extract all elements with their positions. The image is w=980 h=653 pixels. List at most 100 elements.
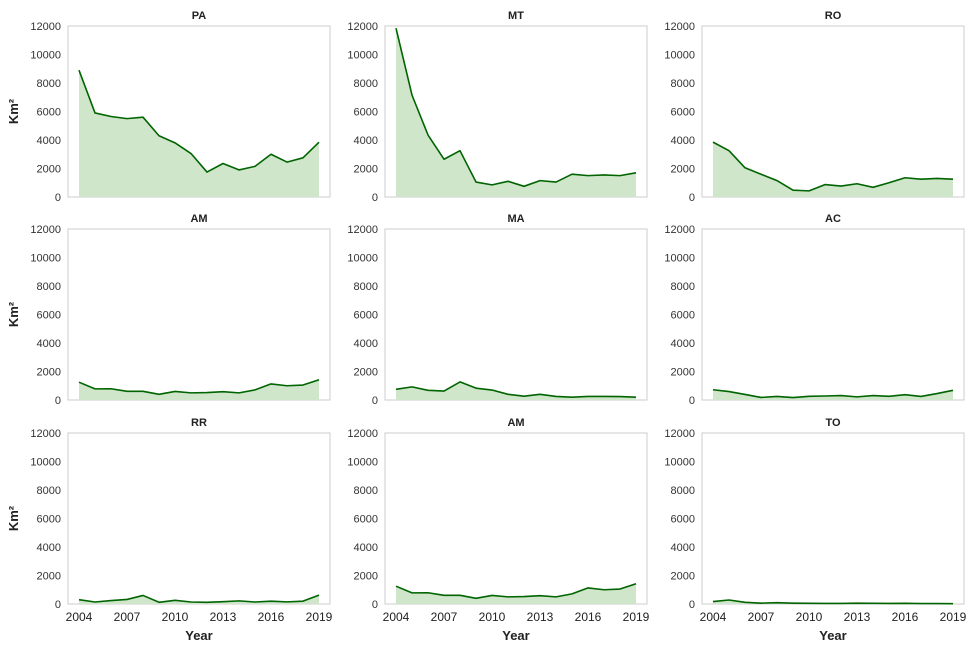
panel-6-ytick-4000: 4000 — [671, 338, 695, 350]
panel-8-xlabel: Year — [502, 628, 529, 643]
panel-5-ytick-8000: 8000 — [354, 281, 378, 293]
panel-7-ylabel: Km² — [6, 505, 21, 531]
panel-5-ytick-12000: 12000 — [347, 224, 378, 236]
panel-3-ytick-4000: 4000 — [671, 135, 695, 147]
panel-4-ytick-4000: 4000 — [37, 338, 61, 350]
panel-9-xtick-2019: 2019 — [940, 610, 967, 624]
panel-7-xlabel: Year — [185, 628, 212, 643]
panel-2-ytick-8000: 8000 — [354, 78, 378, 90]
panel-8-area — [396, 583, 636, 604]
panel-5-ytick-0: 0 — [372, 395, 378, 407]
panel-7-title: RR — [191, 417, 207, 429]
panel-7-xtick-2013: 2013 — [210, 610, 237, 624]
panel-7-ytick-8000: 8000 — [37, 485, 61, 497]
panel-6-title: AC — [825, 213, 841, 225]
panel-3-series-line — [712, 141, 954, 192]
panel-4-series-line — [78, 379, 320, 396]
panel-7-ytick-0: 0 — [55, 599, 61, 611]
panel-5-ytick-6000: 6000 — [354, 310, 378, 322]
panel-9-xtick-2007: 2007 — [748, 610, 775, 624]
panel-9-title: TO — [825, 417, 841, 429]
panel-3-ytick-6000: 6000 — [671, 107, 695, 119]
panel-7-xtick-2019: 2019 — [306, 610, 333, 624]
panel-9-ytick-2000: 2000 — [671, 571, 695, 583]
panel-4-frame — [67, 228, 331, 401]
panel-1-ytick-8000: 8000 — [37, 78, 61, 90]
panel-1-ytick-12000: 12000 — [30, 21, 61, 33]
panel-8-ytick-0: 0 — [372, 599, 378, 611]
panel-1-ytick-2000: 2000 — [37, 164, 61, 176]
panel-9-ytick-10000: 10000 — [664, 457, 695, 469]
panel-9-ytick-6000: 6000 — [671, 514, 695, 526]
panel-4-area — [79, 379, 319, 400]
panel-4-ytick-0: 0 — [55, 395, 61, 407]
panel-8-ytick-2000: 2000 — [354, 571, 378, 583]
panel-7-xtick-2010: 2010 — [162, 610, 189, 624]
panel-2-ytick-12000: 12000 — [347, 21, 378, 33]
panel-9-ytick-0: 0 — [689, 599, 695, 611]
panel-8-xtick-2010: 2010 — [479, 610, 506, 624]
panel-7-xtick-2004: 2004 — [66, 610, 93, 624]
panel-8-ytick-6000: 6000 — [354, 514, 378, 526]
panel-7-ytick-4000: 4000 — [37, 542, 61, 554]
panel-8-title: AM — [507, 417, 524, 429]
panel-1-title: PA — [192, 10, 207, 22]
panel-3-ytick-8000: 8000 — [671, 78, 695, 90]
panel-6-ytick-8000: 8000 — [671, 281, 695, 293]
panel-9-ytick-12000: 12000 — [664, 428, 695, 440]
panel-9-ytick-4000: 4000 — [671, 542, 695, 554]
panel-8-ytick-12000: 12000 — [347, 428, 378, 440]
panel-6-ytick-12000: 12000 — [664, 224, 695, 236]
panel-8-xtick-2013: 2013 — [527, 610, 554, 624]
panel-6-ytick-10000: 10000 — [664, 253, 695, 265]
panel-7-ytick-6000: 6000 — [37, 514, 61, 526]
panel-3-title: RO — [825, 10, 842, 22]
panel-2-series-line — [395, 27, 637, 188]
panel-8-xtick-2007: 2007 — [431, 610, 458, 624]
panel-4-ytick-2000: 2000 — [37, 367, 61, 379]
panel-1-ytick-4000: 4000 — [37, 135, 61, 147]
panel-2-ytick-4000: 4000 — [354, 135, 378, 147]
panel-5-frame — [384, 228, 648, 401]
panel-2-ytick-10000: 10000 — [347, 50, 378, 62]
panel-1-area — [79, 70, 319, 197]
panel-8-xtick-2019: 2019 — [623, 610, 650, 624]
panel-8-xtick-2004: 2004 — [383, 610, 410, 624]
panel-2-area — [396, 28, 636, 198]
panel-9-xlabel: Year — [819, 628, 846, 643]
panel-5-ytick-2000: 2000 — [354, 367, 378, 379]
panel-8-ytick-4000: 4000 — [354, 542, 378, 554]
panel-4-ytick-10000: 10000 — [30, 253, 61, 265]
panel-8-series-line — [395, 583, 637, 600]
panel-5-area — [396, 381, 636, 400]
panel-7-series-line — [78, 594, 320, 604]
panel-9-xtick-2004: 2004 — [700, 610, 727, 624]
panel-8-ytick-8000: 8000 — [354, 485, 378, 497]
panel-8-ytick-10000: 10000 — [347, 457, 378, 469]
panel-4-ytick-12000: 12000 — [30, 224, 61, 236]
panel-7-ytick-12000: 12000 — [30, 428, 61, 440]
panel-1-ylabel: Km² — [6, 98, 21, 124]
panel-4-title: AM — [190, 213, 207, 225]
panel-9-series-line — [712, 599, 954, 605]
panel-6-ytick-2000: 2000 — [671, 367, 695, 379]
panel-7-ytick-2000: 2000 — [37, 571, 61, 583]
panel-1-ytick-10000: 10000 — [30, 50, 61, 62]
panel-9-xtick-2016: 2016 — [892, 610, 919, 624]
panel-6-ytick-0: 0 — [689, 395, 695, 407]
panel-8-frame — [384, 432, 648, 605]
panel-3-ytick-0: 0 — [689, 192, 695, 204]
panel-6-frame — [701, 228, 965, 401]
panel-1-ytick-6000: 6000 — [37, 107, 61, 119]
panel-6-series-line — [712, 388, 954, 399]
panel-2-ytick-0: 0 — [372, 192, 378, 204]
panel-3-ytick-10000: 10000 — [664, 50, 695, 62]
panel-4-ytick-8000: 8000 — [37, 281, 61, 293]
panel-4-ytick-6000: 6000 — [37, 310, 61, 322]
panel-1-ytick-0: 0 — [55, 192, 61, 204]
panel-7-ytick-10000: 10000 — [30, 457, 61, 469]
panel-5-ytick-10000: 10000 — [347, 253, 378, 265]
panel-5-title: MA — [507, 213, 524, 225]
panel-9-ytick-8000: 8000 — [671, 485, 695, 497]
